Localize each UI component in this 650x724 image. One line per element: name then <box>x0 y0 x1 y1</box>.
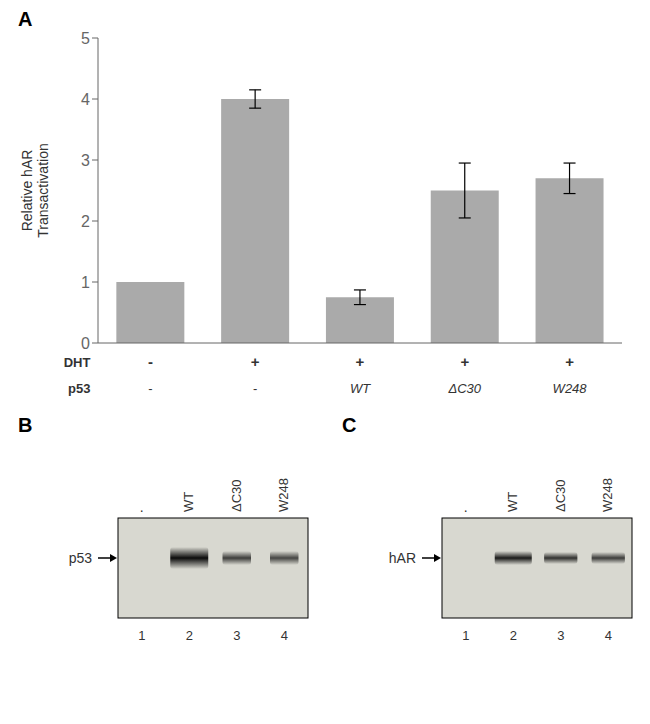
svg-text:3: 3 <box>557 628 564 643</box>
svg-text:hAR: hAR <box>389 550 416 566</box>
svg-text:3: 3 <box>233 628 240 643</box>
svg-text:WT: WT <box>350 381 371 396</box>
svg-text:W248: W248 <box>600 478 615 512</box>
svg-text:WT: WT <box>181 492 196 512</box>
svg-text:.: . <box>464 499 468 515</box>
svg-text:0: 0 <box>81 335 90 352</box>
svg-text:-: - <box>148 381 152 396</box>
svg-text:W248: W248 <box>276 478 291 512</box>
svg-text:+: + <box>460 353 469 370</box>
svg-text:4: 4 <box>81 91 90 108</box>
svg-text:.: . <box>140 499 144 515</box>
svg-text:ΔC30: ΔC30 <box>448 381 482 396</box>
svg-text:2: 2 <box>81 213 90 230</box>
svg-text:1: 1 <box>81 274 90 291</box>
svg-text:1: 1 <box>462 628 469 643</box>
svg-text:3: 3 <box>81 152 90 169</box>
svg-text:DHT: DHT <box>64 355 91 370</box>
svg-text:+: + <box>565 353 574 370</box>
svg-text:2: 2 <box>186 628 193 643</box>
svg-text:4: 4 <box>281 628 288 643</box>
svg-text:ΔC30: ΔC30 <box>229 479 244 512</box>
svg-text:+: + <box>251 353 260 370</box>
svg-text:p53: p53 <box>69 550 93 566</box>
svg-text:4: 4 <box>605 628 612 643</box>
svg-text:ΔC30: ΔC30 <box>553 479 568 512</box>
svg-text:WT: WT <box>505 492 520 512</box>
html-text:A: A <box>18 8 33 30</box>
svg-text:2: 2 <box>510 628 517 643</box>
svg-text:-: - <box>148 353 153 370</box>
svg-text:Relative hARTransactivation: Relative hARTransactivation <box>19 143 52 237</box>
svg-text:W248: W248 <box>553 381 588 396</box>
svg-text:+: + <box>356 353 365 370</box>
svg-text:C: C <box>342 414 356 436</box>
svg-text:p53: p53 <box>68 381 90 396</box>
svg-text:1: 1 <box>138 628 145 643</box>
svg-text:5: 5 <box>81 30 90 47</box>
svg-text:B: B <box>18 414 32 436</box>
svg-text:-: - <box>253 381 257 396</box>
